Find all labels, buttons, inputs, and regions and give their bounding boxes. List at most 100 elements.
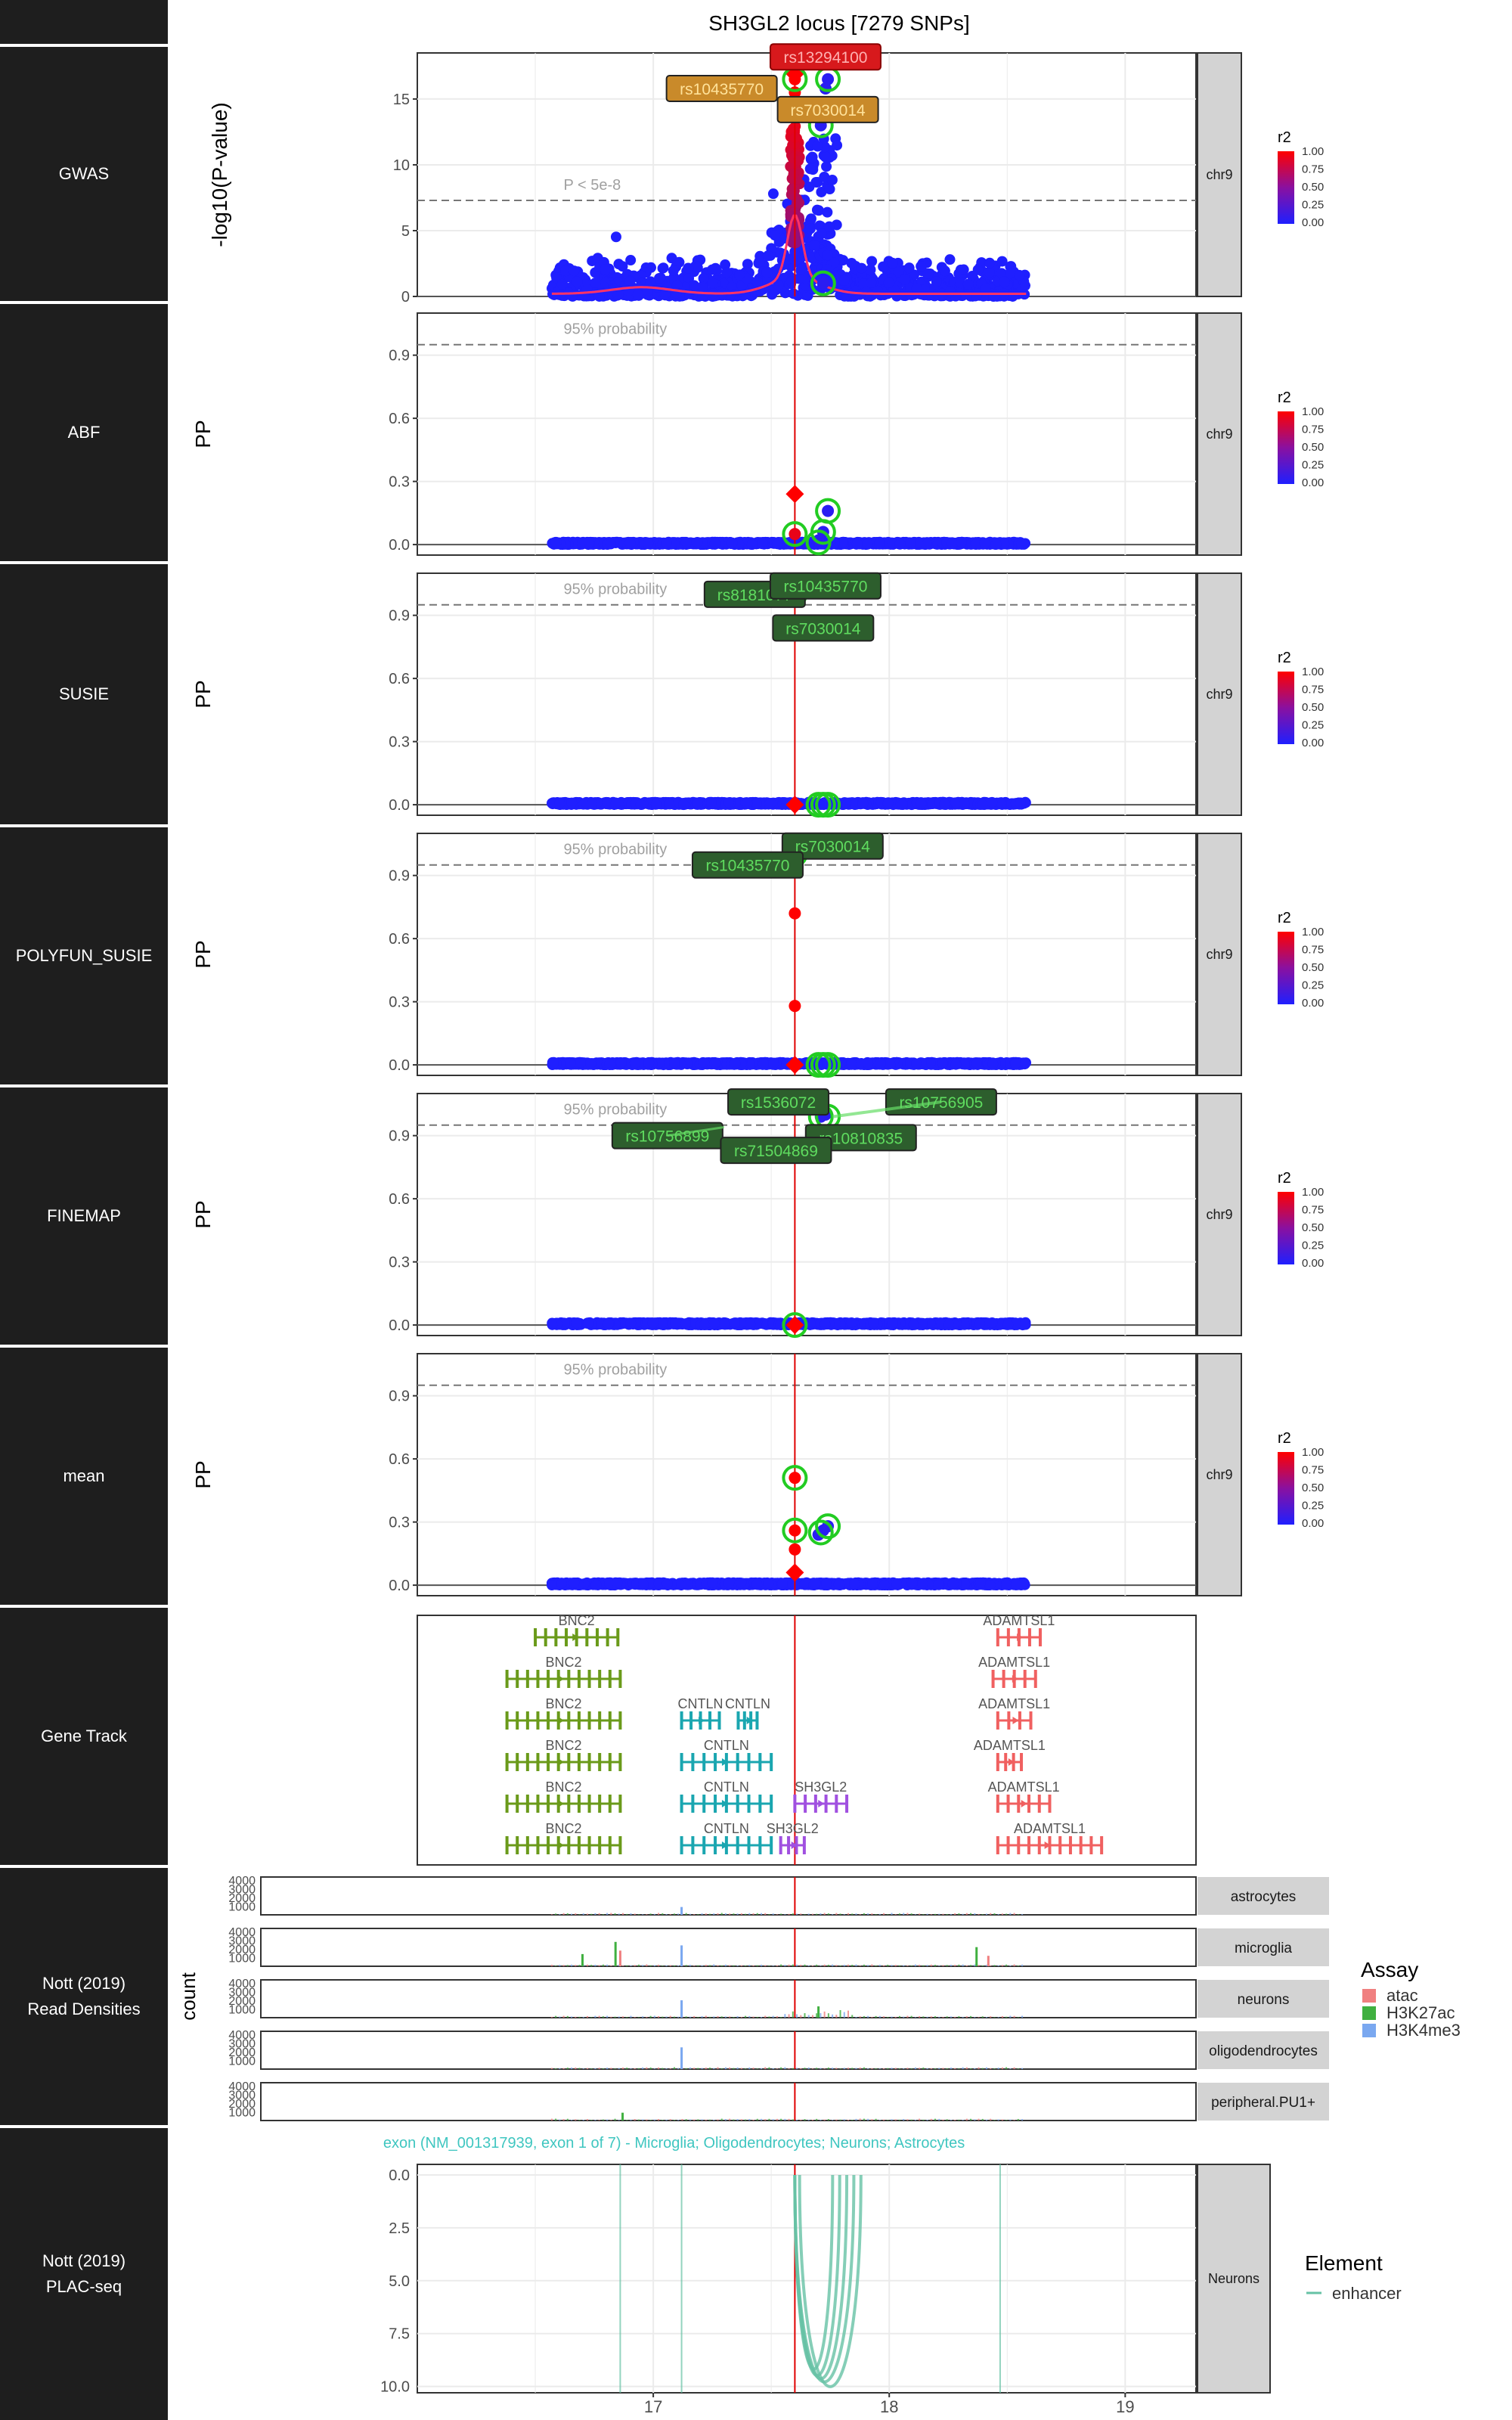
snp-point [709, 538, 720, 549]
snp-point [984, 257, 996, 268]
snp-point [990, 539, 1002, 551]
row-label: ABF [0, 304, 168, 561]
snp-point [822, 206, 833, 218]
snp-point [846, 257, 857, 268]
snp-point [770, 230, 781, 241]
snp-point [656, 1317, 668, 1329]
legend-tick-label: 0.50 [1302, 441, 1324, 454]
row-label: FINEMAP [0, 1087, 168, 1345]
snp-point [922, 268, 934, 279]
row-label: GWAS [0, 47, 168, 301]
snp-point [809, 240, 820, 251]
row-label: SUSIE [0, 564, 168, 824]
y-tick-label: 0.0 [389, 1578, 410, 1594]
snp-point [974, 1318, 986, 1329]
legend-colorbar [1278, 151, 1294, 224]
snp-point [751, 276, 763, 287]
snp-point [610, 231, 621, 243]
snp-point [959, 798, 970, 809]
legend-tick-label: 0.75 [1302, 163, 1324, 176]
snp-point [804, 163, 816, 175]
y-tick-label: 0.0 [389, 1317, 410, 1334]
snp-point [624, 538, 636, 549]
snp-point [550, 536, 562, 548]
snp-point [698, 273, 709, 284]
snp-point [897, 799, 908, 811]
row-separator [0, 1345, 168, 1348]
legend-colorbar [1278, 932, 1294, 1004]
y-axis-label: PP [191, 1460, 215, 1488]
snp-point [629, 1057, 640, 1069]
panel-frame [417, 572, 1197, 816]
threshold-label: 95% probability [564, 1362, 668, 1379]
snp-point [805, 213, 816, 225]
facet-strip-label: chr9 [1206, 167, 1232, 182]
snp-point [865, 264, 876, 275]
threshold-label: 95% probability [564, 1102, 668, 1118]
snp-point [882, 798, 894, 809]
legend-tick-label: 0.50 [1302, 961, 1324, 974]
snp-point [661, 538, 672, 549]
legend-tick-label: 0.25 [1302, 199, 1324, 212]
snp-point [643, 538, 654, 549]
snp-point [980, 284, 991, 295]
snp-point [730, 1317, 741, 1329]
snp-point [730, 1057, 741, 1069]
lead-snp-point [789, 907, 801, 920]
legend-tick-label: 0.75 [1302, 424, 1324, 436]
y-tick-label: 0.3 [389, 1255, 410, 1271]
y-tick-label: 0.9 [389, 348, 410, 365]
snp-point [944, 254, 956, 265]
snp-point [689, 280, 700, 291]
snp-point [645, 276, 656, 287]
snp-point [944, 286, 956, 297]
snp-point [1010, 1058, 1021, 1069]
snp-point [751, 798, 762, 809]
snp-point [765, 797, 776, 808]
snp-point [903, 262, 915, 274]
snp-label-text: rs13294100 [784, 49, 868, 67]
snp-point [718, 1318, 730, 1329]
facet-strip-label: chr9 [1206, 427, 1232, 442]
legend-tick-label: 0.75 [1302, 1204, 1324, 1217]
panel-susie: 0.00.30.60.995% probabilityPPrs8181077rs… [191, 572, 1324, 818]
lead-snp-point [789, 528, 801, 541]
snp-label-text: rs1536072 [741, 1094, 816, 1112]
row-separator [0, 1605, 168, 1608]
snp-point [894, 538, 906, 550]
snp-point [572, 276, 583, 287]
y-axis-label: PP [191, 420, 215, 448]
snp-point [768, 1058, 779, 1069]
figure-title: SH3GL2 locus [7279 SNPs] [708, 11, 970, 35]
snp-point [838, 275, 850, 286]
snp-point [650, 799, 662, 810]
snp-point [1021, 1057, 1032, 1069]
facet-strip-label: chr9 [1206, 1207, 1232, 1222]
snp-point [937, 1058, 948, 1069]
threshold-label: P < 5e-8 [564, 177, 621, 194]
snp-point [922, 538, 933, 550]
y-tick-label: 0.3 [389, 1515, 410, 1531]
snp-point [773, 279, 784, 290]
row-separator [0, 824, 168, 827]
legend-tick-label: 1.00 [1302, 1186, 1324, 1199]
snp-point [758, 1058, 770, 1069]
y-tick-label: 0.6 [389, 931, 410, 948]
snp-point [569, 265, 580, 277]
snp-point [556, 278, 568, 290]
row-label: Nott (2019) Read Densities [0, 1868, 168, 2125]
snp-point [820, 151, 831, 163]
snp-point [657, 262, 668, 274]
y-axis-label: -log10(P-value) [208, 102, 231, 247]
snp-point [812, 141, 823, 152]
legend-tick-label: 0.25 [1302, 1239, 1324, 1252]
snp-point [678, 799, 689, 811]
snp-point [804, 182, 815, 193]
snp-point [590, 277, 601, 288]
legend-tick-label: 0.75 [1302, 684, 1324, 697]
threshold-label: 95% probability [564, 321, 668, 338]
y-tick-label: 0.3 [389, 474, 410, 491]
y-tick-label: 0.3 [389, 734, 410, 751]
snp-point [756, 538, 767, 549]
